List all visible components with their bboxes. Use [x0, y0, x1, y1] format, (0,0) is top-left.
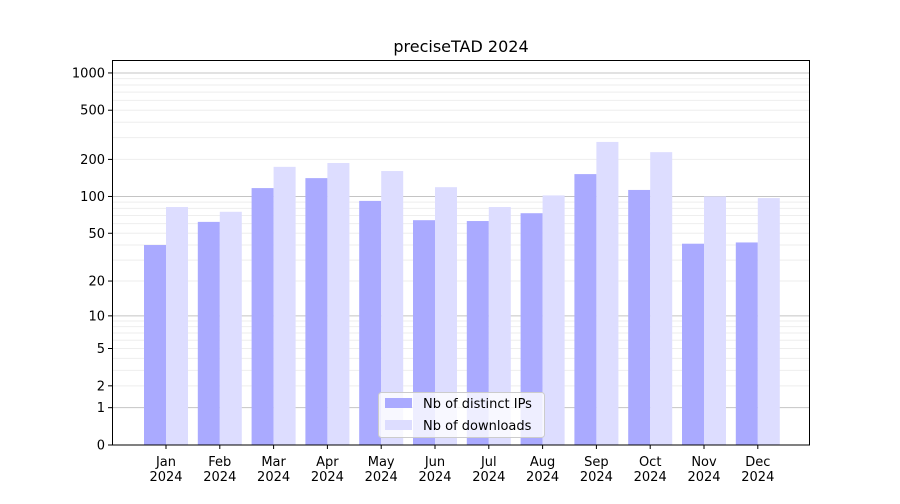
bar-ips — [251, 188, 274, 446]
bar-downloads — [219, 211, 242, 445]
bar-ips — [144, 245, 166, 445]
axes-frame — [112, 60, 810, 446]
chart-title: preciseTAD 2024 — [393, 37, 528, 56]
bar-ips — [574, 174, 597, 445]
x-tick-label: Aug 2024 — [526, 455, 559, 485]
y-tick-label: 1 — [97, 401, 105, 416]
bar-ips — [735, 242, 758, 445]
x-tick-label: Jul 2024 — [472, 455, 505, 485]
bar-ips — [197, 221, 220, 445]
bar-downloads — [650, 152, 673, 445]
bar-ips — [520, 213, 543, 445]
y-tick-label: 20 — [88, 275, 105, 290]
bar-ips — [359, 200, 382, 445]
x-tick-label: Feb 2024 — [203, 455, 236, 485]
bars — [144, 141, 780, 446]
legend-label-ips: Nb of distinct IPs — [423, 397, 532, 412]
legend: Nb of distinct IPs Nb of downloads — [378, 392, 545, 438]
bar-ips — [305, 178, 328, 445]
bar-downloads — [704, 196, 726, 445]
bar-downloads — [488, 207, 511, 445]
bar-ips — [628, 189, 651, 445]
x-tick-label: Dec 2024 — [741, 455, 774, 485]
bar-downloads — [596, 141, 619, 445]
legend-box — [378, 392, 545, 438]
y-tick-label: 50 — [88, 227, 105, 242]
y-tick-label: 10 — [88, 309, 105, 324]
bar-downloads — [327, 163, 350, 445]
y-tick-label: 2 — [97, 379, 105, 394]
x-tick-label: Jan 2024 — [149, 455, 182, 485]
bar-ips — [682, 243, 704, 445]
bar-downloads — [542, 195, 565, 445]
x-tick-label: Mar 2024 — [257, 455, 290, 485]
bar-downloads — [166, 207, 188, 445]
bar-downloads — [381, 171, 404, 445]
y-tick-label: 200 — [80, 153, 105, 168]
x-tick-label: Oct 2024 — [634, 455, 667, 485]
bar-downloads — [435, 187, 457, 445]
y-tick-label: 100 — [80, 190, 105, 205]
x-tick-label: Sep 2024 — [580, 455, 613, 485]
y-tick-label: 0 — [97, 439, 105, 454]
y-tick-label: 5 — [97, 342, 105, 357]
bar-downloads — [273, 166, 296, 445]
y-tick-label: 500 — [80, 104, 105, 119]
legend-swatch-ips — [385, 398, 412, 408]
x-tick-label: May 2024 — [365, 455, 398, 485]
bar-ips — [466, 221, 489, 445]
y-tick-label: 1000 — [72, 66, 105, 81]
x-tick-label: Apr 2024 — [311, 455, 344, 485]
legend-label-downloads: Nb of downloads — [423, 419, 532, 434]
x-axis: Jan 2024 Feb 2024 Mar 2024 Apr 2024 May 2024 Jun 20… — [149, 445, 774, 485]
bar-downloads — [757, 198, 780, 445]
legend-swatch-downloads — [385, 420, 412, 430]
bar-ips — [413, 220, 435, 445]
x-tick-label: Jun 2024 — [418, 455, 451, 485]
x-tick-label: Nov 2024 — [687, 455, 720, 485]
y-axis: 0 1 2 5 10 20 50 100 200 500 1000 — [72, 66, 112, 454]
